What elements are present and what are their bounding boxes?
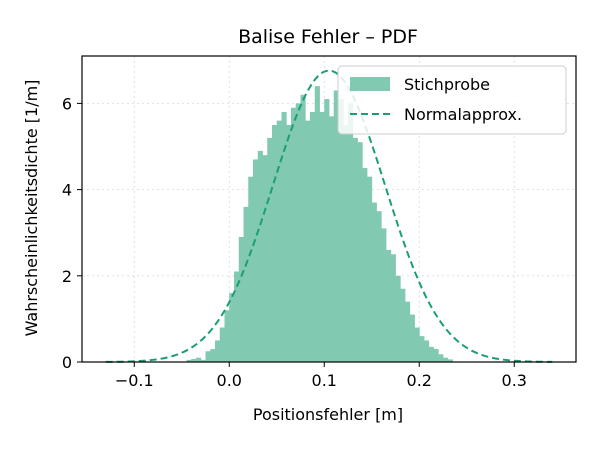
histogram-bar xyxy=(224,310,230,362)
axes-frame xyxy=(81,55,577,363)
histogram-bar xyxy=(357,142,363,362)
chart-title: Balise Fehler – PDF xyxy=(238,26,418,48)
x-axis-label: Positionsfehler [m] xyxy=(253,405,403,424)
histogram-bar xyxy=(333,90,339,362)
histogram-bar xyxy=(205,351,211,362)
histogram-bar xyxy=(262,155,268,362)
histogram-bar xyxy=(433,349,439,362)
legend-swatch-histogram xyxy=(350,77,390,91)
histogram-bar xyxy=(314,86,320,363)
histogram-bar xyxy=(395,275,401,362)
histogram-bar xyxy=(352,137,358,362)
histogram-bar xyxy=(371,202,377,362)
legend-label-histogram: Stichprobe xyxy=(404,75,490,94)
histogram-bar xyxy=(257,150,263,362)
histogram-bar xyxy=(276,120,282,362)
histogram-bar xyxy=(447,359,453,362)
histogram-bar xyxy=(248,176,254,362)
legend-label-curve: Normalapprox. xyxy=(404,105,522,124)
histogram-bar xyxy=(329,116,335,362)
histogram-bar xyxy=(348,103,354,362)
axis-ticks: −0.1 0.0 0.1 0.2 0.3 0 2 4 6 xyxy=(62,94,527,390)
y-axis-label: Wahrscheinlichkeitsdichte [1/m] xyxy=(22,80,41,337)
histogram-bar xyxy=(234,271,240,362)
histogram-bar xyxy=(362,168,368,362)
histogram-bar xyxy=(338,99,344,362)
histogram-bar xyxy=(414,327,420,362)
histogram-bar xyxy=(400,288,406,362)
histogram-bar xyxy=(200,359,206,362)
histogram-bar xyxy=(295,103,301,362)
x-tick-label: −0.1 xyxy=(115,371,154,390)
legend: Stichprobe Normalapprox. xyxy=(337,65,567,135)
histogram-bar xyxy=(219,327,225,362)
histogram-bar xyxy=(310,112,316,362)
histogram-bar xyxy=(319,112,325,362)
legend-box xyxy=(337,65,567,135)
histogram-bar xyxy=(300,94,306,363)
x-tick-label: 0.2 xyxy=(407,371,432,390)
histogram-bar xyxy=(281,112,287,362)
histogram-bar xyxy=(381,228,387,362)
histogram-bar xyxy=(253,159,259,362)
histogram-bar xyxy=(196,357,202,362)
histogram-bar xyxy=(305,120,311,362)
histogram-bar xyxy=(186,359,192,362)
histogram-bar xyxy=(191,358,197,362)
histogram-bar xyxy=(367,176,373,362)
histogram-bar xyxy=(229,293,235,362)
histogram-bar xyxy=(238,237,244,362)
histogram-bar xyxy=(438,354,444,362)
histogram-bar xyxy=(291,107,297,362)
histogram-bar xyxy=(419,336,425,362)
histogram-bar xyxy=(343,124,349,362)
y-tick-label: 6 xyxy=(62,94,72,113)
histogram-bar xyxy=(376,211,382,362)
histogram-bar xyxy=(286,124,292,362)
x-tick-label: 0.3 xyxy=(502,371,527,390)
histogram-bar xyxy=(409,314,415,362)
histogram-bar xyxy=(386,249,392,362)
x-tick-label: 0.1 xyxy=(312,371,337,390)
histogram-bar xyxy=(324,99,330,362)
y-tick-label: 2 xyxy=(62,267,72,286)
x-tick-label: 0.0 xyxy=(217,371,242,390)
histogram-bar xyxy=(210,349,216,362)
histogram-bars xyxy=(186,86,453,363)
histogram-bar xyxy=(390,254,396,362)
histogram-bar xyxy=(405,301,411,362)
histogram-bar xyxy=(424,340,430,362)
y-tick-label: 4 xyxy=(62,181,72,200)
histogram-bar xyxy=(243,206,249,362)
histogram-bar xyxy=(443,357,449,362)
y-tick-label: 0 xyxy=(62,353,72,372)
histogram-bar xyxy=(428,346,434,362)
histogram-bar xyxy=(272,124,278,362)
histogram-bar xyxy=(215,340,221,362)
histogram-bar xyxy=(267,137,273,362)
